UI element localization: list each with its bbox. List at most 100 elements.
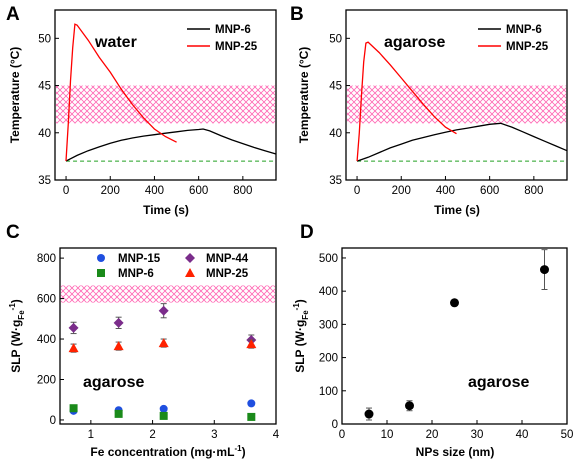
panel-a-ytick-label-0: 35 xyxy=(38,175,51,187)
panel-c-legend-label-mnp6: MNP-6 xyxy=(118,268,154,280)
panel-b-line-mnp6 xyxy=(356,122,568,162)
panel-c-legend-marker-mnp25 xyxy=(185,268,195,277)
panel-c-point-mnp25-3 xyxy=(246,339,257,349)
panel-c-hatched-band xyxy=(61,285,275,303)
panel-c-ylabel-main: SLP (W·g xyxy=(9,320,23,373)
panel-d-xtick-label-5: 50 xyxy=(561,429,574,441)
panel-a-xtick-label-4: 800 xyxy=(233,185,252,197)
panel-c-ytick-label-2: 400 xyxy=(37,334,56,346)
panel-label-c: C xyxy=(6,222,20,243)
panel-a-xtick-label-3: 600 xyxy=(189,185,208,197)
panel-d-ylabel: SLP (W·gFe-1) xyxy=(292,299,310,373)
panel-d-xtick-label-2: 20 xyxy=(426,429,439,441)
panel-a-plot-area: 0 200 400 600 800 35 40 45 50 xyxy=(38,23,277,197)
panel-b-xtick-label-0: 0 xyxy=(354,185,360,197)
panel-c-legend-label-mnp25: MNP-25 xyxy=(206,268,249,280)
panel-c-legend-marker-mnp15 xyxy=(97,254,105,262)
panel-b-ytick-label-2: 45 xyxy=(329,81,342,93)
panel-c-ylabel-sup: -1 xyxy=(8,303,17,311)
panel-c-ylabel-end: ) xyxy=(9,299,23,303)
panel-b-xtick-label-3: 600 xyxy=(480,185,499,197)
panel-c-ylabel: SLP (W·gFe-1) xyxy=(8,299,26,373)
panel-d-annotation: agarose xyxy=(468,374,529,391)
panel-d-point-series-0 xyxy=(364,409,374,419)
panel-d-ytick-label-1: 100 xyxy=(319,386,338,398)
panel-c-xlabel-end: ) xyxy=(242,445,246,459)
panel-c-plot-area: 1 2 3 4 0 200 400 600 800 xyxy=(37,253,280,441)
panel-c-point-mnp25-1 xyxy=(113,341,124,351)
panel-c-ylabel-sub: Fe xyxy=(17,310,26,320)
panel-c-legend-marker-mnp6 xyxy=(97,269,105,277)
panel-c-point-mnp25-2 xyxy=(158,338,169,348)
panel-a-xtick-label-2: 400 xyxy=(145,185,164,197)
panel-b-ytick-label-1: 40 xyxy=(329,128,342,140)
panel-c-xlabel-main: Fe concentration (mg·mL xyxy=(90,445,234,459)
panel-b-xtick-label-4: 800 xyxy=(524,185,543,197)
panel-d-ytick-label-3: 300 xyxy=(319,319,338,331)
panel-a: 0 200 400 600 800 35 40 45 50 water MNP-6 MNP-25… xyxy=(8,9,277,217)
panel-b-plot-area: 0 200 400 600 800 35 40 45 50 xyxy=(329,33,568,197)
panel-c-ytick-label-0: 0 xyxy=(50,415,56,427)
panel-d-ytick-label-0: 0 xyxy=(332,419,338,431)
panel-c-point-mnp15-2 xyxy=(159,404,168,413)
panel-c-point-mnp44-1 xyxy=(113,317,124,328)
panel-label-a: A xyxy=(6,4,20,25)
panel-a-legend-label-mnp25: MNP-25 xyxy=(215,41,258,53)
panel-c-legend-label-mnp44: MNP-44 xyxy=(206,253,249,265)
panel-b-frame xyxy=(345,9,568,181)
panel-d-xlabel: NPs size (nm) xyxy=(416,445,495,459)
panel-d-frame xyxy=(341,247,568,425)
panel-d-ytick-label-5: 500 xyxy=(319,253,338,265)
panel-c-point-mnp6-1 xyxy=(114,409,123,418)
panel-c-xlabel-sup: -1 xyxy=(234,444,242,453)
panel-c-ytick-label-1: 200 xyxy=(37,374,56,386)
panel-b-ytick-label-3: 50 xyxy=(329,33,342,45)
panel-c-xtick-label-0: 1 xyxy=(88,429,94,441)
panel-c-point-mnp6-0 xyxy=(69,404,78,413)
panel-d-point-series-3 xyxy=(540,265,549,275)
panel-d-xtick-label-0: 0 xyxy=(339,429,345,441)
panel-c-point-mnp15-3 xyxy=(247,399,256,408)
panel-d-xtick-label-4: 40 xyxy=(516,429,529,441)
panel-c-point-mnp6-3 xyxy=(247,412,256,421)
panel-d-ylabel-sup: -1 xyxy=(292,303,301,311)
panel-d-ytick-label-2: 200 xyxy=(319,353,338,365)
panel-b-ylabel: Temperature (°C) xyxy=(297,47,311,144)
panel-c-point-mnp44-0 xyxy=(68,322,79,333)
panel-d-point-series-1 xyxy=(405,401,414,411)
panel-b-annotation: agarose xyxy=(384,34,445,51)
panel-a-legend-label-mnp6: MNP-6 xyxy=(215,24,251,36)
panel-c-xtick-label-1: 2 xyxy=(149,429,155,441)
panel-d-xtick-label-3: 30 xyxy=(471,429,484,441)
panel-b-hatched-band xyxy=(347,85,566,124)
panel-a-line-mnp25 xyxy=(65,23,177,162)
panel-c-legend-label-mnp15: MNP-15 xyxy=(118,253,161,265)
panel-a-ytick-label-2: 45 xyxy=(38,81,51,93)
panel-b-xtick-label-2: 400 xyxy=(436,185,455,197)
panel-c-point-mnp25-0 xyxy=(68,343,79,353)
panel-c-frame xyxy=(59,247,277,425)
panel-a-xlabel: Time (s) xyxy=(143,203,189,217)
panel-a-hatched-band xyxy=(56,85,275,124)
panel-a-xtick-label-1: 200 xyxy=(101,185,120,197)
panel-c-point-mnp6-2 xyxy=(159,411,168,420)
panel-a-xtick-label-0: 0 xyxy=(63,185,69,197)
panel-d-point-series-2 xyxy=(450,298,459,308)
panel-c-xtick-label-3: 4 xyxy=(273,429,280,441)
panel-c-legend: MNP-15 MNP-44 MNP-6 MNP-25 xyxy=(97,253,249,280)
panel-c-point-mnp44-2 xyxy=(158,305,169,316)
panel-c-ytick-label-4: 800 xyxy=(37,253,56,265)
panel-b-legend-label-mnp6: MNP-6 xyxy=(506,24,542,36)
panel-c-xtick-label-2: 3 xyxy=(211,429,217,441)
panel-a-legend: MNP-6 MNP-25 xyxy=(187,24,258,53)
panel-b-ytick-label-0: 35 xyxy=(329,175,342,187)
panel-b-xlabel: Time (s) xyxy=(434,203,480,217)
panel-a-ytick-label-3: 50 xyxy=(38,33,51,45)
panel-a-annotation: water xyxy=(94,34,137,51)
panel-b-legend: MNP-6 MNP-25 xyxy=(478,24,549,53)
panel-label-d: D xyxy=(300,222,314,243)
panel-d-ylabel-end: ) xyxy=(293,299,307,303)
panel-c-annotation: agarose xyxy=(83,374,144,391)
